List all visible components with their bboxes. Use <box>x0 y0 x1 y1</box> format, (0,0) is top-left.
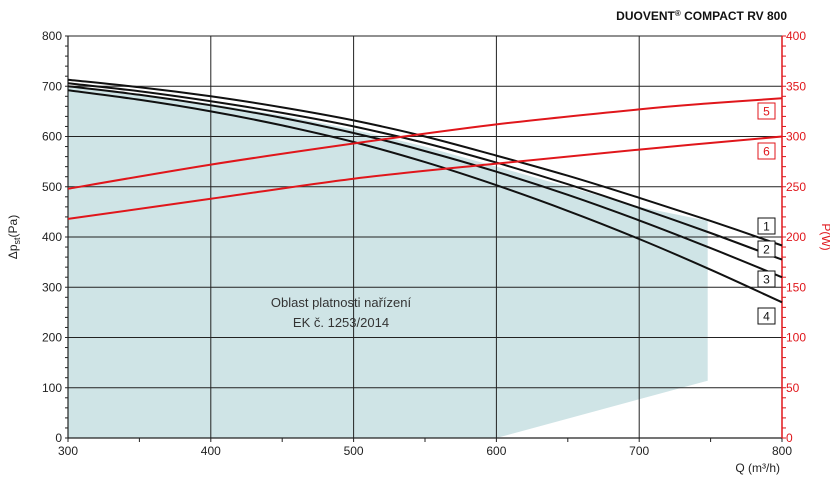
y-right-tick-label: 50 <box>786 381 800 395</box>
curve-label-2: 2 <box>763 243 770 257</box>
x-tick-label: 600 <box>486 444 506 458</box>
y-left-tick-label: 600 <box>42 130 62 144</box>
validity-region-label-line1: Oblast platnosti nařízení <box>271 295 412 310</box>
curve-label-box-3: 3 <box>757 270 776 288</box>
y-right-tick-label: 200 <box>786 230 806 244</box>
y-axis-right-label: P(W) <box>819 223 830 250</box>
power-label-5: 5 <box>763 105 770 119</box>
pressure-curve-2 <box>67 82 783 261</box>
pressure-curve-4 <box>67 89 783 304</box>
pressure-curve-1 <box>67 78 783 247</box>
y-right-tick-label: 350 <box>786 79 806 93</box>
x-tick-label: 700 <box>629 444 649 458</box>
y-left-tick-label: 800 <box>42 29 62 43</box>
axes <box>65 35 786 442</box>
chart-title: DUOVENT® COMPACT RV 800 <box>616 9 787 24</box>
y-left-tick-label: 500 <box>42 180 62 194</box>
power-curve-6 <box>67 135 783 220</box>
y-right-tick-label: 300 <box>786 130 806 144</box>
x-tick-label: 300 <box>58 444 78 458</box>
y-axis-left-label: Δpst(Pa) <box>6 215 22 259</box>
power-curve-5 <box>67 97 783 190</box>
validity-region-area <box>68 87 708 439</box>
power-label-box-6: 6 <box>757 142 776 160</box>
chart-title-registered: ® <box>675 9 681 18</box>
power-label-box-5: 5 <box>757 102 776 120</box>
curve-label-4: 4 <box>763 310 770 324</box>
y-left-tick-label: 200 <box>42 331 62 345</box>
curve-label-box-1: 1 <box>757 217 776 235</box>
y-axis-left-label-sub: st <box>12 237 22 245</box>
y-left-tick-label: 400 <box>42 230 62 244</box>
power-label-6: 6 <box>763 145 770 159</box>
curve-label-3: 3 <box>763 273 770 287</box>
x-axis-label: Q (m³/h) <box>735 461 780 475</box>
y-axis-left-label-unit: (Pa) <box>6 215 20 238</box>
y-right-tick-label: 0 <box>786 431 793 445</box>
curve-label-box-4: 4 <box>757 307 776 325</box>
x-tick-label: 800 <box>772 444 792 458</box>
y-right-tick-label: 400 <box>786 29 806 43</box>
x-tick-label: 500 <box>344 444 364 458</box>
y-right-tick-label: 250 <box>786 180 806 194</box>
curve-labels: 1 2 3 4 5 6 <box>757 102 776 325</box>
chart-title-model: COMPACT RV 800 <box>681 9 788 23</box>
x-tick-label: 400 <box>201 444 221 458</box>
curve-label-1: 1 <box>763 220 770 234</box>
y-right-tick-label: 150 <box>786 280 806 294</box>
y-left-tick-label: 0 <box>55 431 62 445</box>
y-axis-left-label-main: Δp <box>6 244 20 259</box>
power-curves <box>67 97 783 220</box>
pressure-curves <box>67 78 783 304</box>
curve-label-box-2: 2 <box>757 240 776 258</box>
y-left-tick-label: 300 <box>42 280 62 294</box>
y-left-tick-label: 700 <box>42 79 62 93</box>
chart-title-main: DUOVENT <box>616 9 675 23</box>
y-right-tick-label: 100 <box>786 331 806 345</box>
pressure-curve-3 <box>67 85 783 279</box>
validity-region <box>68 87 708 439</box>
tick-labels: 300 400 500 600 700 8000100200300400500600700… <box>42 29 806 458</box>
y-left-tick-label: 100 <box>42 381 62 395</box>
validity-region-label-line2: EK č. 1253/2014 <box>293 315 389 330</box>
